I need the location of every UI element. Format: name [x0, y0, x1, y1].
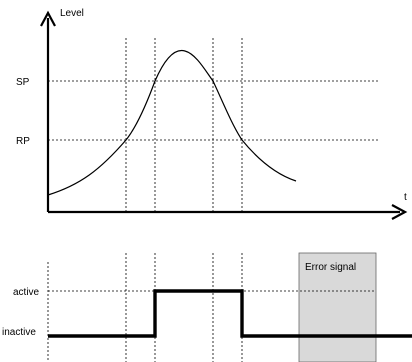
- level-curve: [47, 49, 297, 196]
- error-signal-label: Error signal: [305, 262, 356, 273]
- x-axis-arrow: [391, 204, 408, 220]
- sp-label: SP: [16, 77, 30, 88]
- y-axis-arrow: [40, 10, 56, 27]
- y-axis-label: Level: [60, 8, 84, 19]
- inactive-label: inactive: [2, 327, 36, 338]
- upper-chart: Level t SP RP: [16, 8, 408, 220]
- rp-label: RP: [16, 136, 30, 147]
- lower-chart: Error signal active inactive: [2, 252, 412, 362]
- active-label: active: [13, 287, 40, 298]
- switching-signal: [48, 289, 412, 338]
- x-axis-label: t: [404, 192, 407, 203]
- error-signal-box: [298, 252, 377, 362]
